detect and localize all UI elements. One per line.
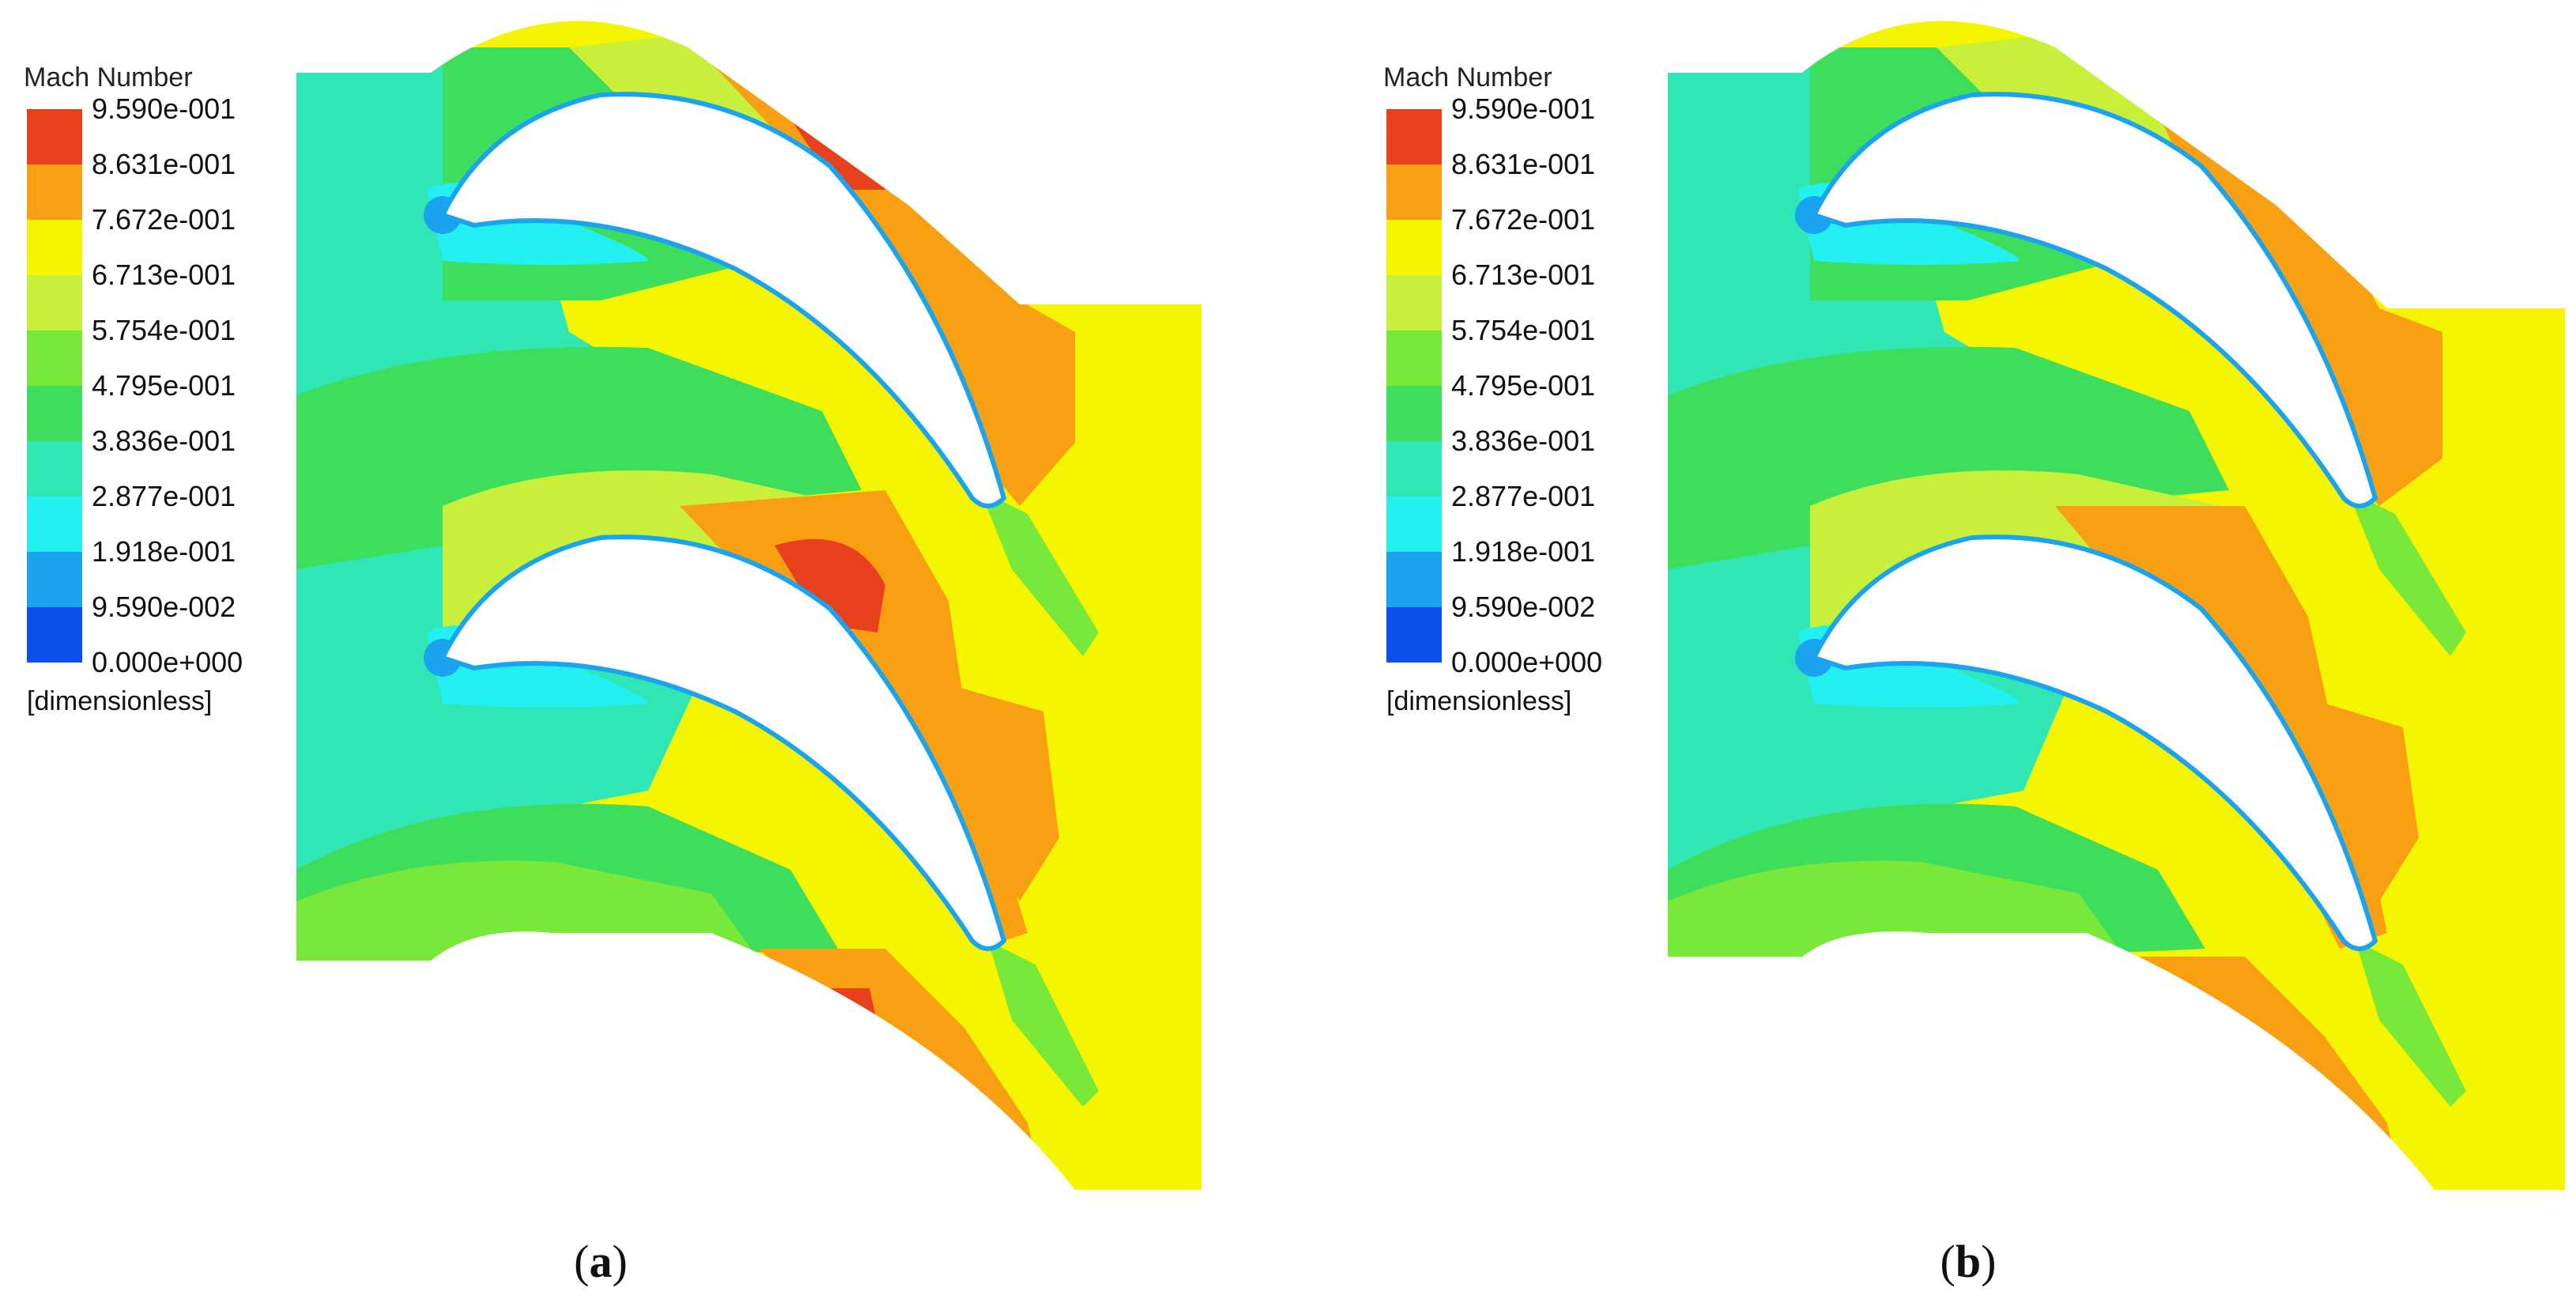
zone-red xyxy=(775,538,885,632)
legend-tick: 1.918e-001 xyxy=(1451,535,1596,568)
panel-a: Mach Number 9.590e-001 8.631e-001 7.672e… xyxy=(24,21,1201,1287)
legend-swatch xyxy=(27,109,82,164)
legend-tick: 3.836e-001 xyxy=(92,425,236,457)
wake-lower xyxy=(988,941,1099,1107)
legend-tick: 0.000e+000 xyxy=(1451,646,1603,678)
legend-unit: [dimensionless] xyxy=(1386,686,1572,716)
legend-swatch xyxy=(27,497,82,552)
legend-tick: 8.631e-001 xyxy=(1451,148,1596,180)
legend-tick: 9.590e-001 xyxy=(92,93,236,125)
legend-tick: 7.672e-001 xyxy=(1451,203,1596,236)
legend-tick: 7.672e-001 xyxy=(92,203,236,236)
legend-swatch xyxy=(27,330,82,386)
legend-swatch xyxy=(1386,441,1442,497)
legend-swatch xyxy=(27,275,82,330)
legend-swatch xyxy=(27,552,82,607)
legend-tick: 9.590e-001 xyxy=(1451,93,1596,125)
legend-swatch xyxy=(1386,330,1442,386)
legend-scale: 9.590e-001 8.631e-001 7.672e-001 6.713e-… xyxy=(24,93,292,678)
legend-title: Mach Number xyxy=(1383,62,1552,93)
legend-tick: 2.877e-001 xyxy=(1451,480,1596,512)
blade-lower xyxy=(1810,534,2378,951)
legend-swatch xyxy=(1386,497,1442,552)
legend-tick: 5.754e-001 xyxy=(1451,314,1596,346)
legend-scale: 9.590e-001 8.631e-001 7.672e-001 6.713e-… xyxy=(1383,93,1652,678)
wake-lower xyxy=(2355,941,2466,1107)
blade-upper xyxy=(439,92,1007,508)
zone-green xyxy=(1668,346,2229,569)
legend-tick: 4.795e-001 xyxy=(1451,369,1596,402)
panel-b: Mach Number 9.590e-001 8.631e-001 7.672e… xyxy=(1360,0,2576,1314)
legend-swatch xyxy=(27,386,82,441)
legend-swatch xyxy=(27,164,82,220)
legend-swatch xyxy=(1386,552,1442,607)
mach-contour-b xyxy=(1668,21,2565,1191)
legend-swatch xyxy=(1386,164,1442,220)
wake-upper xyxy=(980,490,1099,656)
legend-tick: 6.713e-001 xyxy=(92,259,236,291)
legend-tick: 2.877e-001 xyxy=(92,480,236,512)
legend-tick: 0.000e+000 xyxy=(92,646,243,678)
wake-upper xyxy=(2348,490,2466,656)
legend-tick: 8.631e-001 xyxy=(92,148,236,180)
legend-swatch xyxy=(1386,386,1442,441)
legend-tick: 9.590e-002 xyxy=(92,591,236,623)
legend-tick: 1.918e-001 xyxy=(92,535,236,568)
legend-tick: 3.836e-001 xyxy=(1451,425,1596,457)
blade-lower xyxy=(439,534,1007,951)
mach-contour-a xyxy=(296,21,1201,1191)
zone-orange xyxy=(2300,696,2419,901)
caption-b: (b) xyxy=(1940,1236,1997,1287)
legend-tick: 5.754e-001 xyxy=(92,314,236,346)
legend-swatch xyxy=(27,607,82,663)
zone-orange xyxy=(933,680,1059,901)
legend-swatch xyxy=(27,441,82,497)
legend-tick: 4.795e-001 xyxy=(92,369,236,402)
legend-swatch xyxy=(27,220,82,275)
legend-swatch xyxy=(1386,220,1442,275)
legend-tick: 9.590e-002 xyxy=(1451,591,1596,623)
mach-legend: Mach Number 9.590e-001 8.631e-001 7.672e… xyxy=(1383,62,1652,716)
legend-swatch xyxy=(1386,275,1442,330)
legend-title: Mach Number xyxy=(24,62,193,93)
blade-upper xyxy=(1810,92,2378,508)
zone-green xyxy=(296,346,862,569)
legend-swatch xyxy=(1386,607,1442,663)
legend-unit: [dimensionless] xyxy=(27,686,213,716)
caption-a: (a) xyxy=(574,1236,628,1287)
legend-tick: 6.713e-001 xyxy=(1451,259,1596,291)
mach-legend: Mach Number 9.590e-001 8.631e-001 7.672e… xyxy=(24,62,292,716)
legend-swatch xyxy=(1386,109,1442,164)
